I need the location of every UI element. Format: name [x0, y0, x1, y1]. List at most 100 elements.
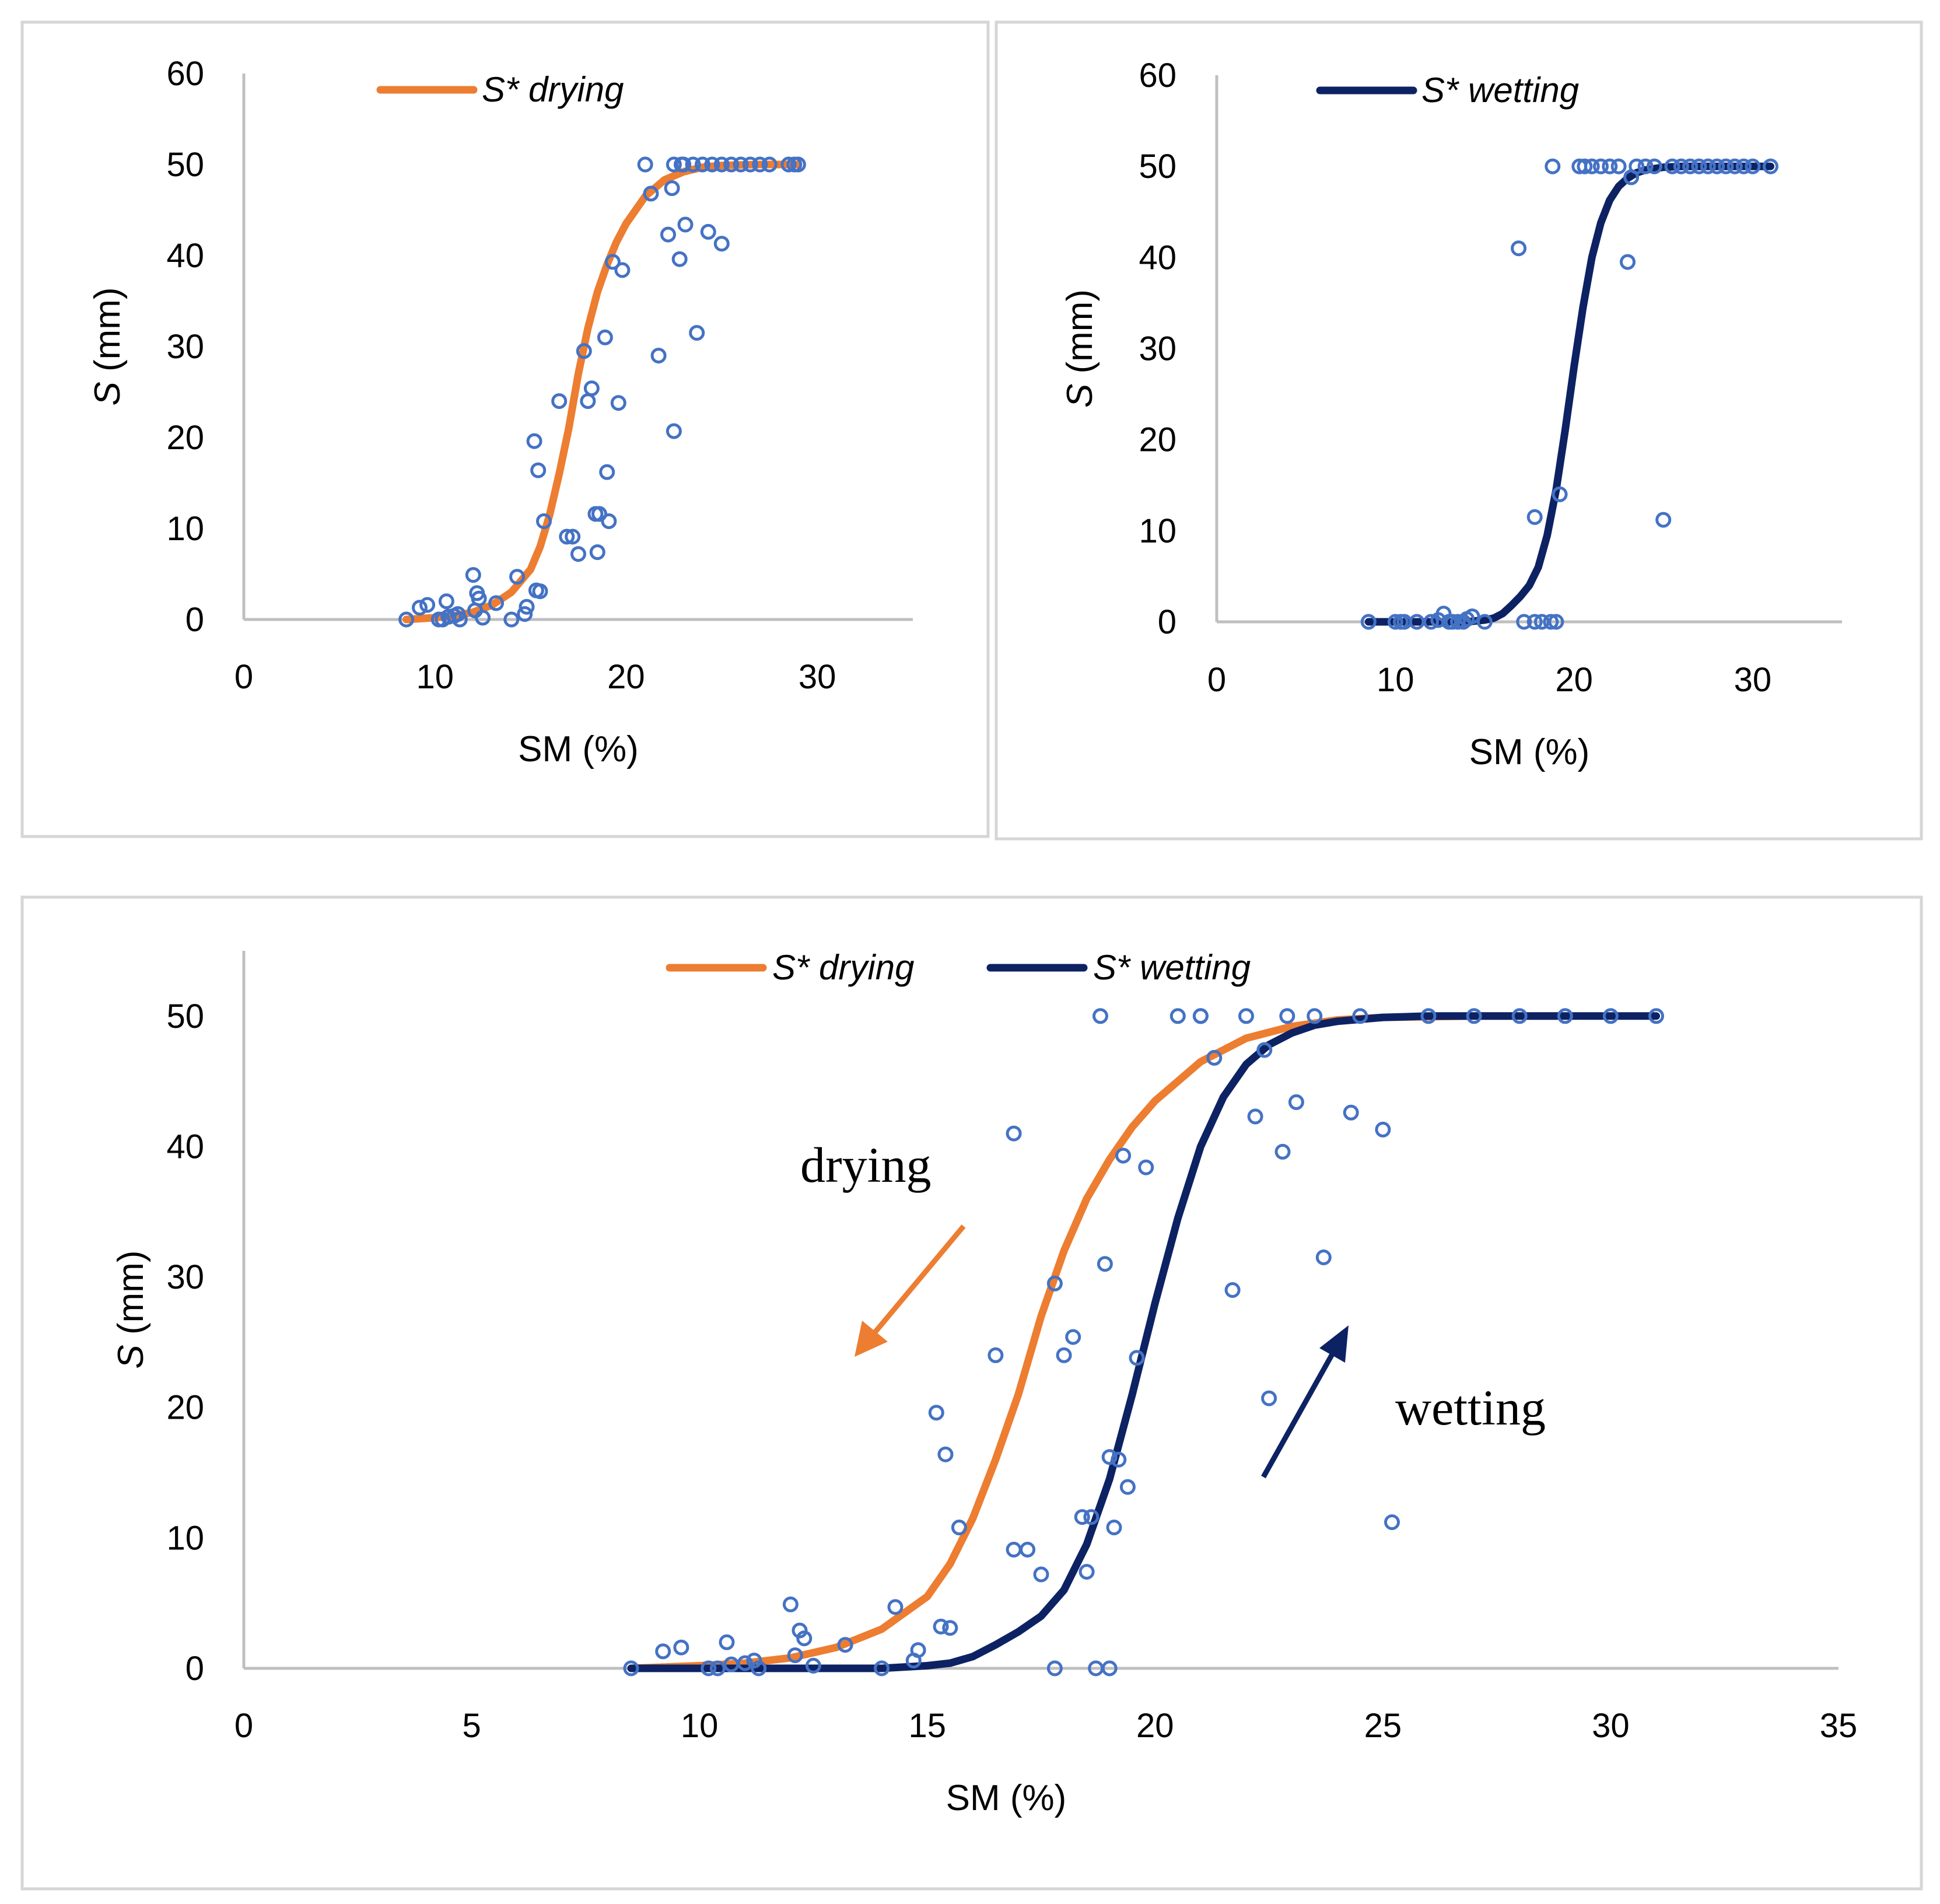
series-line-sdrying — [627, 1012, 1569, 1672]
x-tick-label: 10 — [681, 1707, 719, 1745]
annotation-wetting: wetting — [1395, 1380, 1546, 1436]
x-tick-label: 20 — [1555, 661, 1593, 699]
data-point — [752, 156, 768, 173]
data-point — [1450, 614, 1466, 630]
data-point — [666, 423, 682, 439]
y-tick-label: 50 — [1139, 148, 1176, 186]
data-point — [677, 216, 694, 233]
y-tick-label: 30 — [166, 328, 204, 366]
data-point — [1545, 158, 1561, 174]
data-point — [1655, 512, 1672, 528]
data-point — [1511, 1008, 1528, 1024]
data-point — [1476, 614, 1493, 630]
x-tick-label: 15 — [908, 1707, 946, 1745]
data-point — [1526, 509, 1543, 525]
data-point — [704, 156, 720, 173]
data-point — [1691, 158, 1707, 174]
y-tick-label: 30 — [1139, 330, 1176, 368]
data-point — [1129, 1350, 1145, 1366]
data-point — [671, 251, 688, 267]
data-point — [1584, 158, 1600, 174]
y-tick-label: 50 — [166, 146, 204, 184]
data-point — [1516, 614, 1532, 630]
data-point — [526, 433, 542, 449]
data-point — [1548, 614, 1564, 630]
data-point — [1261, 1390, 1277, 1406]
data-point — [1593, 158, 1609, 174]
x-axis-title: SM (%) — [1469, 732, 1590, 772]
data-point — [910, 1642, 926, 1658]
annotation-drying: drying — [800, 1137, 932, 1193]
data-point — [1466, 1008, 1482, 1024]
data-point — [887, 1599, 904, 1615]
y-tick-label: 30 — [166, 1258, 204, 1296]
data-point — [751, 1660, 767, 1676]
data-point — [1101, 1660, 1118, 1676]
data-point — [1511, 240, 1527, 257]
data-point — [675, 156, 692, 173]
data-point — [576, 343, 592, 359]
x-tick-label: 20 — [607, 658, 645, 696]
data-point — [700, 223, 716, 240]
data-point — [1097, 1256, 1113, 1272]
data-point — [589, 544, 605, 561]
data-point — [1664, 158, 1680, 174]
x-axis-title: SM (%) — [946, 1778, 1067, 1818]
chart-combined: 0 5 10 15 20 25 30 35 0 10 20 30 40 50 SM (%) S (mm) S* … — [111, 948, 1857, 1818]
data-point — [874, 1660, 890, 1676]
data-point — [1046, 1275, 1063, 1292]
data-point — [1602, 158, 1618, 174]
data-point — [1315, 1250, 1332, 1265]
data-point — [614, 262, 631, 278]
y-tick-label: 40 — [166, 1128, 204, 1166]
data-point — [503, 611, 520, 628]
arrow-drying-head — [855, 1321, 888, 1357]
y-tick-label: 0 — [185, 1650, 204, 1688]
data-point — [1552, 486, 1568, 502]
data-point — [465, 567, 481, 583]
data-point — [713, 156, 730, 173]
data-point — [742, 156, 758, 173]
data-point — [597, 329, 613, 345]
data-point — [787, 1647, 803, 1664]
data-point — [655, 1643, 671, 1660]
panel-frame-wetting — [994, 20, 1923, 841]
legend-label: S* drying — [772, 948, 914, 987]
data-point — [1700, 158, 1716, 174]
y-tick-label: 40 — [166, 237, 204, 275]
data-point — [601, 513, 617, 529]
data-point — [605, 254, 621, 270]
data-point — [643, 186, 659, 202]
panel-frame-combined — [20, 895, 1923, 1891]
data-point — [532, 583, 548, 600]
x-tick-label: 0 — [234, 658, 253, 696]
x-tick-label: 30 — [799, 658, 836, 696]
data-point — [685, 156, 701, 173]
data-point — [1577, 158, 1593, 174]
data-point — [1092, 1008, 1108, 1024]
data-point — [1557, 1008, 1573, 1024]
y-axis-title: S (mm) — [87, 287, 128, 405]
y-tick-label: 10 — [166, 1519, 204, 1557]
data-point — [599, 464, 615, 480]
data-point — [1718, 158, 1734, 174]
data-point — [650, 348, 667, 364]
data-point — [1602, 1008, 1619, 1024]
data-point — [837, 1637, 853, 1653]
x-tick-label: 10 — [1377, 661, 1414, 699]
data-point — [1543, 614, 1559, 630]
data-point — [1648, 1008, 1664, 1024]
data-point — [509, 569, 526, 585]
data-point — [1673, 158, 1689, 174]
y-tick-label: 0 — [1158, 603, 1176, 641]
data-point — [591, 506, 607, 522]
data-point — [1375, 1121, 1391, 1138]
data-point — [737, 1655, 753, 1671]
data-point — [623, 1660, 639, 1676]
data-point — [398, 611, 415, 628]
chart-wetting: 0 10 20 30 0 10 20 30 40 50 60 SM (%) S (mm) S* wetti… — [1060, 57, 1842, 772]
y-axis-title: S (mm) — [111, 1250, 151, 1368]
y-tick-label: 20 — [166, 419, 204, 457]
y-tick-label: 40 — [1139, 239, 1176, 276]
data-point — [1420, 1008, 1437, 1024]
